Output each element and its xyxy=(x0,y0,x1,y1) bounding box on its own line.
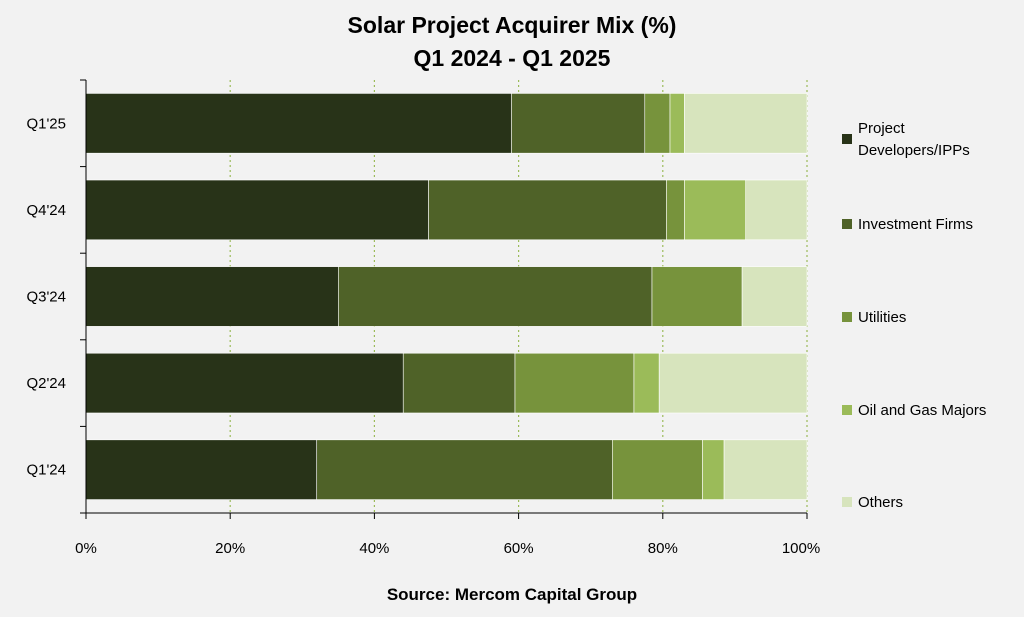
legend-swatch-2 xyxy=(842,312,852,322)
legend-layer: Project Developers/IPPs Investment Firms Ut… xyxy=(842,120,986,511)
bar-segment-1-2 xyxy=(666,179,685,241)
bar-segment-0-3 xyxy=(669,93,685,154)
bar-segment-4-4 xyxy=(723,439,808,500)
bar-segment-2-2 xyxy=(651,266,743,327)
chart-source: Source: Mercom Capital Group xyxy=(387,585,637,604)
bar-group-0 xyxy=(85,93,808,154)
bar-group-2 xyxy=(85,266,808,327)
bar-segment-2-4 xyxy=(741,266,808,327)
bars-layer xyxy=(85,93,808,500)
legend-item-2: Utilities xyxy=(842,309,906,326)
y-tick-label-4: Q1'24 xyxy=(26,462,66,479)
x-tick-label-1: 20% xyxy=(215,540,245,557)
bar-segment-0-4 xyxy=(684,93,808,154)
bar-segment-4-0 xyxy=(85,439,318,500)
legend-label-3-0: Oil and Gas Majors xyxy=(858,402,986,419)
legend-item-0: Project Developers/IPPs xyxy=(842,120,970,159)
bar-segment-1-1 xyxy=(428,179,667,241)
legend-label-4-0: Others xyxy=(858,494,903,511)
legend-swatch-1 xyxy=(842,219,852,229)
bar-segment-0-2 xyxy=(644,93,671,154)
x-tick-label-5: 100% xyxy=(782,540,820,557)
bar-segment-4-1 xyxy=(316,439,613,500)
bar-group-4 xyxy=(85,439,808,500)
legend-label-1-0: Investment Firms xyxy=(858,216,973,233)
chart-title-line-2: Q1 2024 - Q1 2025 xyxy=(414,45,611,71)
bar-segment-3-0 xyxy=(85,352,404,414)
bar-segment-4-3 xyxy=(702,439,725,500)
legend-label-0-1: Developers/IPPs xyxy=(858,142,970,159)
x-tick-label-3: 60% xyxy=(504,540,534,557)
bar-segment-2-1 xyxy=(338,266,653,327)
bar-group-3 xyxy=(85,352,808,414)
bar-segment-2-0 xyxy=(85,266,339,327)
legend-item-4: Others xyxy=(842,494,903,511)
y-tick-label-3: Q2'24 xyxy=(26,375,66,392)
legend-swatch-0 xyxy=(842,134,852,144)
legend-item-3: Oil and Gas Majors xyxy=(842,402,986,419)
x-tick-label-4: 80% xyxy=(648,540,678,557)
bar-segment-1-0 xyxy=(85,179,429,241)
bar-segment-4-2 xyxy=(612,439,703,500)
legend-label-2-0: Utilities xyxy=(858,309,906,326)
legend-swatch-3 xyxy=(842,405,852,415)
bar-group-1 xyxy=(85,179,808,241)
x-tick-label-0: 0% xyxy=(75,540,97,557)
bar-segment-0-1 xyxy=(511,93,646,154)
x-tick-label-2: 40% xyxy=(359,540,389,557)
y-tick-label-0: Q1'25 xyxy=(26,115,66,132)
legend-label-0-0: Project xyxy=(858,120,906,137)
bar-segment-0-0 xyxy=(85,93,512,154)
chart-title-line-1: Solar Project Acquirer Mix (%) xyxy=(348,12,677,38)
bar-segment-3-3 xyxy=(633,352,660,414)
axis-layer: Q1'25 Q4'24 Q3'24 Q2'24 Q1'24 0% 20% 40% 60% 80% 1… xyxy=(26,79,820,557)
y-tick-label-1: Q4'24 xyxy=(26,202,66,219)
bar-segment-3-2 xyxy=(514,352,635,414)
bar-segment-3-4 xyxy=(658,352,808,414)
bar-segment-1-3 xyxy=(684,179,747,241)
legend-swatch-4 xyxy=(842,497,852,507)
legend-item-1: Investment Firms xyxy=(842,216,973,233)
bar-segment-3-1 xyxy=(402,352,516,414)
bar-segment-1-4 xyxy=(745,179,808,241)
y-tick-label-2: Q3'24 xyxy=(26,289,66,306)
